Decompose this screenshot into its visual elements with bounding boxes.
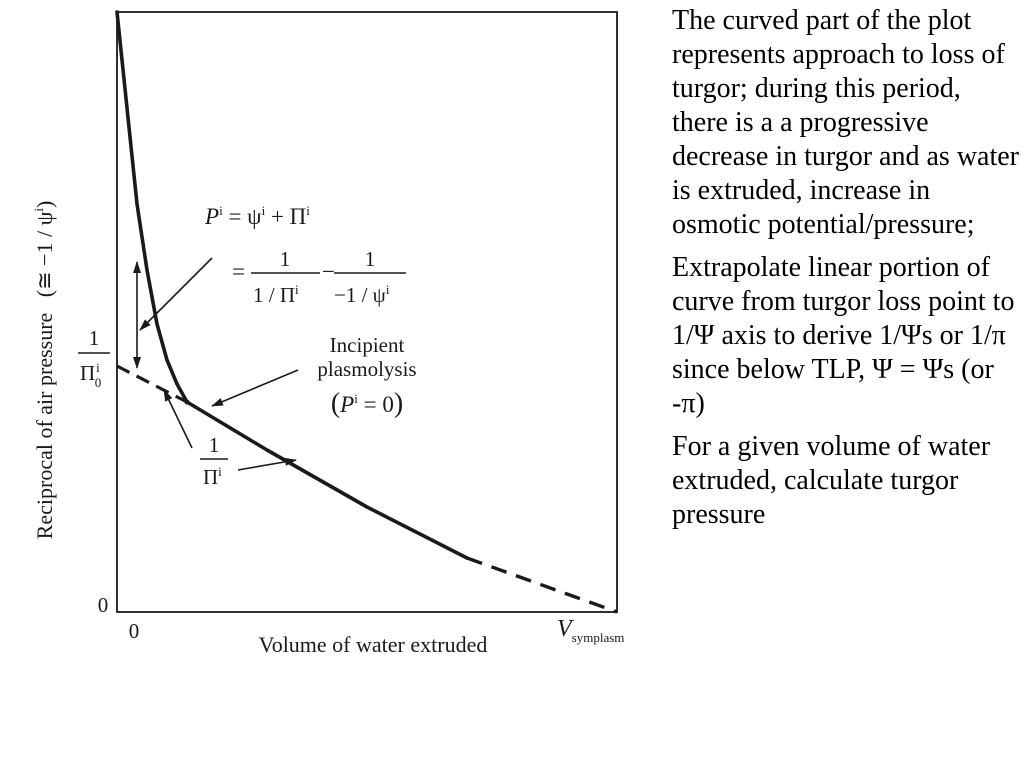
x-intercept-label: Vsymplasm [557, 616, 624, 645]
pressure-volume-chart: Reciprocal of air pressure (≅ −1 / ψi) 0… [31, 10, 624, 657]
incipient-open-paren: ( [331, 388, 340, 419]
y-axis-label: Reciprocal of air pressure (≅ −1 / ψi) [31, 201, 57, 540]
incipient-close-paren: ) [394, 388, 403, 419]
inverse-pi-num: 1 [209, 433, 220, 457]
incipient-p: P [339, 392, 354, 417]
eq1-rest: = ψ [223, 204, 262, 229]
eq1-p: P [204, 204, 219, 229]
series-measured-curve [115, 10, 469, 560]
inverse-pi-den: Πi [203, 464, 222, 489]
eq2-f2-den-main: −1 / ψ [334, 283, 386, 307]
eq1-plus: + Π [265, 204, 306, 229]
explanation-panel: The curved part of the plot represents a… [672, 4, 1020, 541]
equation-pointer-arrow [139, 257, 213, 331]
eq1-pi-sup: i [306, 203, 310, 218]
incipient-line-1: Incipient [330, 333, 405, 357]
y-axis-label-main: Reciprocal of air pressure [32, 313, 57, 540]
eq1-p-sup: i [219, 203, 223, 218]
y-intercept-den-sub: 0 [95, 375, 102, 390]
eq2-f1-den: 1 / Πi [253, 282, 299, 307]
series-extrapolated-dashed-to-y-intercept [116, 364, 188, 404]
eq2-f2-den: −1 / ψi [334, 282, 390, 307]
y-axis-label-approx-sup: i [31, 208, 46, 212]
note-curved-part: The curved part of the plot represents a… [672, 5, 1019, 240]
plot-frame [116, 11, 618, 613]
x-intercept-main: V [557, 616, 574, 642]
y-intercept-den: Πi 0 [80, 360, 101, 390]
eq1-psi-sup: i [262, 203, 266, 218]
series-layer [115, 10, 618, 614]
inverse-pi-den-sup: i [218, 464, 222, 479]
y-intercept-label: 1 Πi 0 [78, 326, 110, 390]
y-intercept-num: 1 [89, 326, 100, 350]
x-intercept-sub: symplasm [572, 630, 625, 645]
x-tick-zero: 0 [129, 619, 140, 643]
eq2-f2-den-sup: i [386, 282, 390, 297]
equation-line-2: = 1 1 / Πi − 1 −1 / ψi [232, 247, 406, 307]
y-tick-zero: 0 [98, 593, 109, 617]
inverse-pi-arrow-to-dashed [163, 389, 193, 449]
incipient-line-2: plasmolysis [317, 357, 416, 381]
y-intercept-den-sup: i [96, 360, 100, 375]
eq2-f1-den-sup: i [295, 282, 299, 297]
eq2-minus: − [322, 259, 335, 284]
note-turgor-pressure: For a given volume of water extruded, ca… [672, 431, 991, 530]
eq2-equals: = [232, 259, 245, 284]
y-intercept-den-main: Π [80, 361, 95, 385]
incipient-line-3: (Pi = 0) [331, 388, 403, 419]
incipient-plasmolysis-annotation: Incipient plasmolysis (Pi = 0) [317, 333, 416, 419]
turgor-loss-point-marker [184, 399, 190, 405]
inverse-pi-den-main: Π [203, 465, 218, 489]
eq2-f1-num: 1 [280, 247, 291, 271]
eq2-f2-num: 1 [365, 247, 376, 271]
inverse-pi-label: 1 Πi [200, 433, 228, 489]
inverse-pi-arrow-to-line [237, 457, 297, 471]
incipient-pointer-arrow [211, 369, 299, 407]
eq2-f1-den-main: 1 / Π [253, 283, 295, 307]
series-extrapolated-dashed-to-x-intercept [466, 556, 618, 614]
y-axis-label-approx-close: ) [32, 201, 57, 208]
incipient-eq: = 0 [358, 392, 394, 417]
equation-line-1: Pi = ψi + Πi [204, 203, 310, 229]
y-axis-label-approx: (≅ −1 / ψ [32, 211, 57, 297]
note-extrapolate: Extrapolate linear portion of curve from… [672, 252, 1015, 419]
incipient-p-sup: i [354, 391, 358, 406]
x-axis-label: Volume of water extruded [259, 632, 488, 657]
